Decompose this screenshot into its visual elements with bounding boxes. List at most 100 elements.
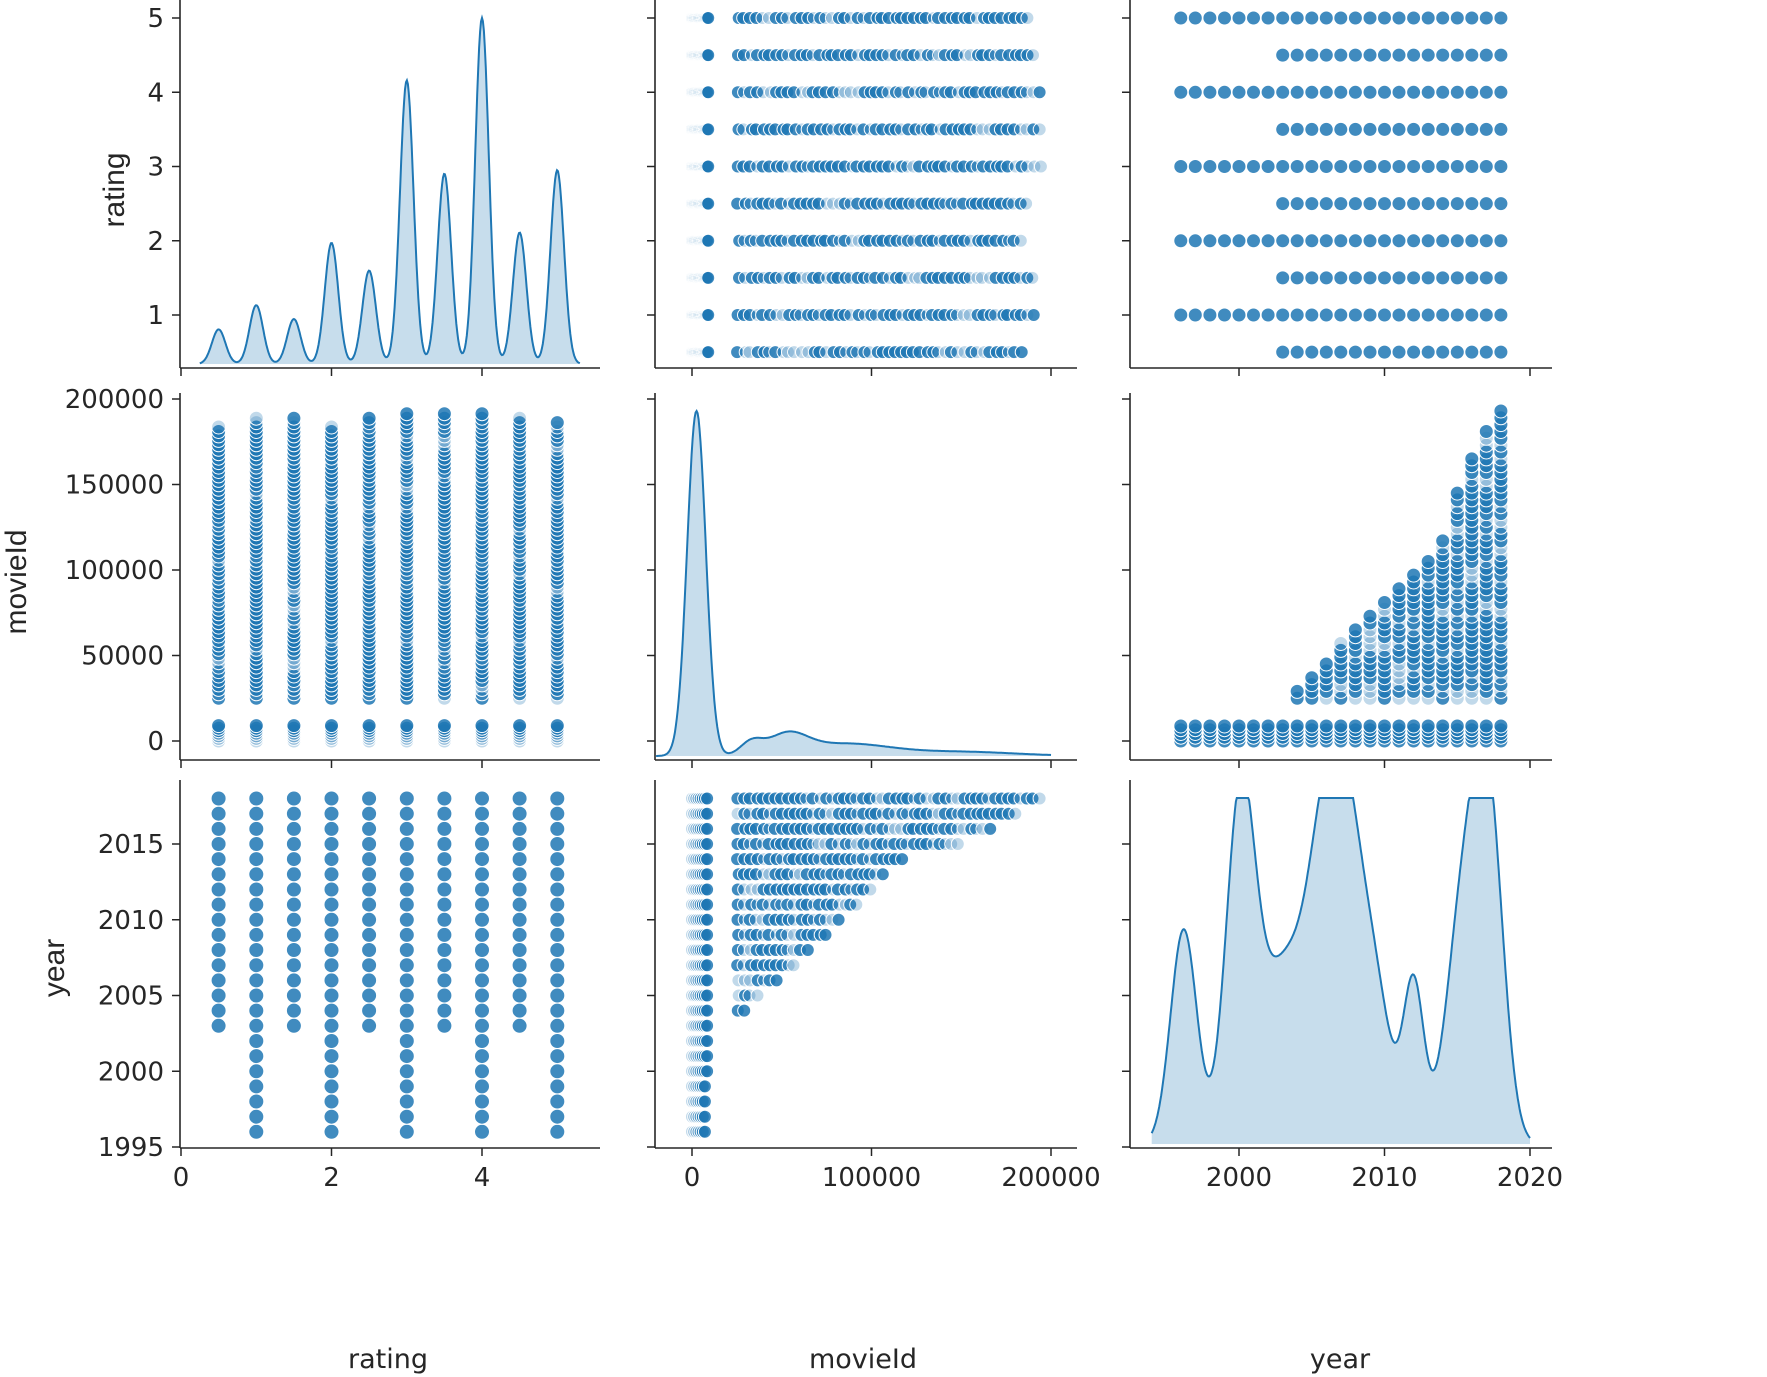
scatter-point xyxy=(1304,47,1320,63)
scatter-point xyxy=(1406,84,1422,100)
scatter-point xyxy=(436,718,452,734)
scatter-point xyxy=(1246,718,1261,734)
x-axis-label-movieId: movieId xyxy=(809,1344,917,1375)
scatter-point xyxy=(700,806,715,821)
scatter-point xyxy=(893,270,908,285)
x-tick-label-movieId: 100000 xyxy=(822,1163,921,1193)
scatter-point xyxy=(436,942,453,958)
scatter-point xyxy=(211,664,227,680)
scatter-point xyxy=(248,926,265,943)
scatter-point xyxy=(1275,159,1291,174)
scatter-point xyxy=(511,805,528,822)
scatter-point xyxy=(324,424,339,439)
scatter-point xyxy=(1347,307,1363,323)
scatter-point xyxy=(1347,344,1363,360)
scatter-point xyxy=(950,345,965,360)
scatter-point xyxy=(1420,159,1436,174)
scatter-point xyxy=(1304,307,1320,323)
scatter-point xyxy=(286,664,302,680)
scatter-point xyxy=(1406,718,1422,734)
scatter-point xyxy=(285,1002,302,1019)
scatter-point xyxy=(700,837,715,851)
scatter-point xyxy=(1202,718,1218,734)
scatter-point xyxy=(1449,307,1465,323)
scatter-point xyxy=(398,911,415,928)
scatter-point xyxy=(285,881,302,898)
scatter-point xyxy=(361,942,378,958)
scatter-point xyxy=(1275,84,1291,100)
scatter-point xyxy=(398,820,415,837)
scatter-point xyxy=(1464,718,1480,734)
scatter-point xyxy=(856,882,871,897)
scatter-point xyxy=(1304,10,1320,26)
scatter-point xyxy=(1032,122,1047,137)
scatter-point xyxy=(1493,121,1509,137)
scatter-point xyxy=(1275,10,1291,26)
scatter-point xyxy=(323,1017,340,1034)
scatter-point xyxy=(323,1093,340,1110)
scatter-point xyxy=(398,1108,415,1125)
y-tick-label-year: 2010 xyxy=(98,906,164,936)
x-tick-label-rating: 4 xyxy=(474,1163,491,1193)
scatter-point xyxy=(323,866,340,883)
scatter-point xyxy=(1464,84,1480,100)
scatter-point xyxy=(398,805,415,822)
panel-rating-vs-movieId xyxy=(654,0,1077,369)
x-tick-label-year: 2020 xyxy=(1497,1163,1563,1193)
scatter-point xyxy=(1420,344,1436,360)
scatter-point xyxy=(398,1017,415,1034)
scatter-point xyxy=(474,987,490,1004)
scatter-point xyxy=(1173,159,1189,174)
scatter-point xyxy=(1260,84,1276,100)
scatter-point xyxy=(549,957,566,974)
scatter-point xyxy=(474,866,490,883)
scatter-point xyxy=(549,1033,566,1049)
y-tick-label-movieId: 0 xyxy=(147,727,164,757)
scatter-point xyxy=(1006,233,1021,248)
scatter-point xyxy=(1449,47,1465,63)
y-tick-label-rating: 5 xyxy=(147,4,164,34)
scatter-point xyxy=(1377,718,1392,734)
scatter-point xyxy=(210,851,227,868)
x-tick-label-year: 2000 xyxy=(1206,1163,1272,1193)
scatter-point xyxy=(549,1017,566,1034)
scatter-point xyxy=(1464,159,1480,174)
scatter-point xyxy=(549,1093,566,1110)
scatter-point xyxy=(511,1002,528,1019)
scatter-point xyxy=(549,1002,566,1019)
kde-area xyxy=(199,18,580,364)
scatter-point xyxy=(361,972,378,989)
scatter-point xyxy=(1435,47,1451,63)
scatter-point xyxy=(1362,344,1378,360)
scatter-point xyxy=(1377,84,1392,100)
scatter-point xyxy=(1478,84,1494,100)
scatter-point xyxy=(286,668,302,684)
scatter-point xyxy=(701,159,716,174)
scatter-point xyxy=(962,11,977,25)
kde-line xyxy=(199,14,581,365)
scatter-point xyxy=(701,196,716,211)
scatter-point xyxy=(436,406,452,422)
scatter-point xyxy=(1289,84,1305,100)
scatter-point xyxy=(474,805,490,822)
scatter-point xyxy=(1289,307,1305,323)
scatter-point xyxy=(210,881,227,898)
scatter-point xyxy=(361,790,378,807)
scatter-point xyxy=(436,972,453,989)
scatter-point xyxy=(701,233,716,248)
scatter-point xyxy=(323,942,340,958)
scatter-point xyxy=(1318,47,1334,63)
scatter-point xyxy=(1347,622,1363,638)
scatter-point xyxy=(398,1093,415,1110)
scatter-point xyxy=(1420,554,1436,569)
scatter-point xyxy=(323,957,340,974)
scatter-point xyxy=(436,957,453,974)
scatter-point xyxy=(361,896,378,913)
scatter-point xyxy=(1246,84,1261,100)
scatter-point xyxy=(1464,307,1480,323)
scatter-point xyxy=(474,718,490,734)
scatter-point xyxy=(361,926,378,943)
scatter-point xyxy=(1435,718,1451,734)
scatter-point xyxy=(700,1018,715,1033)
scatter-point xyxy=(1478,47,1494,63)
